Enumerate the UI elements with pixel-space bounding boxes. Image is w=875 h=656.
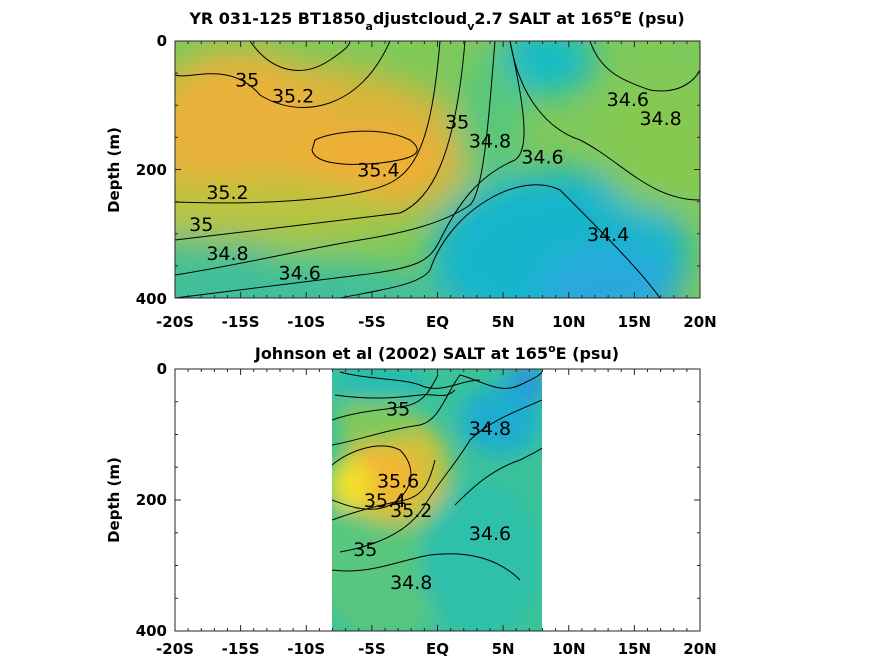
- top-contour-label: 34.6: [279, 262, 321, 284]
- top-xtick-label: 10N: [552, 313, 585, 331]
- top-ylabel: Depth (m): [105, 127, 123, 213]
- bottom-ytick-label: 200: [136, 491, 167, 509]
- top-xticklabels: -20S -15S -10S -5S EQ 5N 10N 15N 20N: [156, 313, 717, 331]
- top-panel-title: YR 031-125 BT1850adjustcloudv2.7 SALT at…: [188, 7, 684, 33]
- bottom-ylabel: Depth (m): [105, 457, 123, 543]
- bottom-contour-label: 34.6: [469, 523, 511, 545]
- bottom-xtick-label: 5N: [492, 640, 515, 656]
- bottom-xtick-label: -5S: [358, 640, 385, 656]
- bottom-contour-label: 35.2: [390, 500, 432, 522]
- top-contour-label: 34.6: [607, 89, 649, 111]
- top-yticklabels: 0 200 400: [136, 32, 167, 308]
- top-contours: [175, 41, 700, 298]
- bottom-ytick-label: 0: [157, 360, 167, 378]
- top-contour-label: 34.8: [469, 131, 511, 153]
- top-xtick-label: -15S: [222, 313, 260, 331]
- top-xtick-label: EQ: [426, 313, 449, 331]
- top-contour-label: 35: [189, 214, 213, 236]
- top-xtick-label: -20S: [156, 313, 194, 331]
- top-panel: YR 031-125 BT1850adjustcloudv2.7 SALT at…: [105, 7, 717, 331]
- top-contour-labels: 3535.235.435.23534.834.63534.834.634.434…: [189, 70, 682, 285]
- top-ytick-label: 400: [136, 290, 167, 308]
- top-xtick-label: 15N: [618, 313, 651, 331]
- top-contour-label: 35.4: [357, 160, 399, 182]
- bottom-yticklabels: 0 200 400: [136, 360, 167, 640]
- top-contour-label: 34.8: [206, 243, 248, 265]
- top-contour-label: 35: [235, 70, 259, 92]
- bottom-ytick-label: 400: [136, 622, 167, 640]
- top-ytick-label: 200: [136, 161, 167, 179]
- top-xtick-label: 20N: [683, 313, 716, 331]
- bottom-contour-labels: 35 34.8 35.635.435.2 34.6 35 34.8: [353, 398, 511, 594]
- bottom-contour-label: 35.6: [377, 470, 419, 492]
- bottom-xtick-label: 20N: [683, 640, 716, 656]
- top-contour-label: 35.2: [206, 182, 248, 204]
- bottom-xtick-label: -10S: [287, 640, 325, 656]
- bottom-contour-label: 34.8: [469, 418, 511, 440]
- bottom-contours: [332, 371, 542, 581]
- top-contour-label: 34.4: [587, 224, 629, 246]
- top-contour-label: 35: [445, 111, 469, 133]
- top-contour-label: 34.6: [521, 147, 563, 169]
- bottom-xtick-label: -20S: [156, 640, 194, 656]
- top-tick-marks: [174, 40, 701, 299]
- top-contour-label: 34.8: [639, 108, 681, 130]
- top-xtick-label: 5N: [492, 313, 515, 331]
- bottom-contour-label: 35.4: [364, 490, 406, 512]
- bottom-contour-label: 35: [386, 398, 410, 420]
- bottom-contour-label: 34.8: [390, 572, 432, 594]
- bottom-xticklabels: -20S -15S -10S -5S EQ 5N 10N 15N 20N: [156, 640, 717, 656]
- bottom-xtick-label: -15S: [222, 640, 260, 656]
- bottom-contour-label: 35: [353, 539, 377, 561]
- bottom-xtick-label: 10N: [552, 640, 585, 656]
- bottom-panel: Johnson et al (2002) SALT at 165oE (psu): [105, 342, 717, 656]
- top-xtick-label: -5S: [358, 313, 385, 331]
- top-ytick-label: 0: [157, 32, 167, 50]
- bottom-panel-title: Johnson et al (2002) SALT at 165oE (psu): [254, 342, 619, 363]
- top-xtick-label: -10S: [287, 313, 325, 331]
- top-contour-label: 35.2: [272, 86, 314, 108]
- top-colormap: [175, 41, 700, 298]
- bottom-xtick-label: EQ: [426, 640, 449, 656]
- bottom-colormap: [332, 369, 542, 631]
- bottom-xtick-label: 15N: [618, 640, 651, 656]
- bottom-tick-marks: [174, 368, 701, 632]
